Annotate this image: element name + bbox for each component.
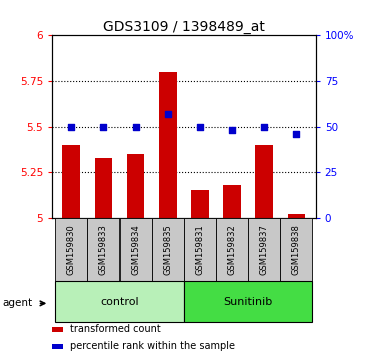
Text: GSM159831: GSM159831 bbox=[196, 224, 204, 275]
Point bbox=[293, 131, 300, 137]
Bar bbox=[248, 218, 280, 281]
Bar bbox=[184, 281, 312, 322]
Bar bbox=[95, 158, 112, 218]
Bar bbox=[52, 327, 64, 332]
Point bbox=[165, 111, 171, 116]
Text: GSM159834: GSM159834 bbox=[131, 224, 140, 275]
Title: GDS3109 / 1398489_at: GDS3109 / 1398489_at bbox=[103, 21, 265, 34]
Point bbox=[197, 124, 203, 130]
Bar bbox=[280, 218, 312, 281]
Bar bbox=[159, 72, 177, 218]
Point bbox=[132, 124, 139, 130]
Text: GSM159837: GSM159837 bbox=[260, 224, 269, 275]
Bar bbox=[255, 145, 273, 218]
Point bbox=[100, 124, 107, 130]
Text: agent: agent bbox=[2, 298, 32, 308]
Point bbox=[68, 124, 74, 130]
Text: Sunitinib: Sunitinib bbox=[224, 297, 273, 307]
Point bbox=[261, 124, 267, 130]
Bar bbox=[87, 218, 119, 281]
Text: control: control bbox=[100, 297, 139, 307]
Text: GSM159830: GSM159830 bbox=[67, 224, 76, 275]
Bar bbox=[120, 218, 152, 281]
Bar bbox=[62, 145, 80, 218]
Text: GSM159835: GSM159835 bbox=[163, 224, 172, 275]
Bar bbox=[52, 344, 64, 349]
Text: percentile rank within the sample: percentile rank within the sample bbox=[70, 341, 235, 351]
Bar bbox=[55, 218, 87, 281]
Point bbox=[229, 127, 235, 133]
Bar bbox=[152, 218, 184, 281]
Bar bbox=[288, 214, 305, 218]
Bar bbox=[127, 154, 144, 218]
Bar bbox=[223, 185, 241, 218]
Bar bbox=[184, 218, 216, 281]
Text: transformed count: transformed count bbox=[70, 324, 161, 334]
Bar bbox=[55, 281, 184, 322]
Bar bbox=[191, 190, 209, 218]
Text: GSM159832: GSM159832 bbox=[228, 224, 236, 275]
Text: GSM159833: GSM159833 bbox=[99, 224, 108, 275]
Bar bbox=[216, 218, 248, 281]
Text: GSM159838: GSM159838 bbox=[292, 224, 301, 275]
